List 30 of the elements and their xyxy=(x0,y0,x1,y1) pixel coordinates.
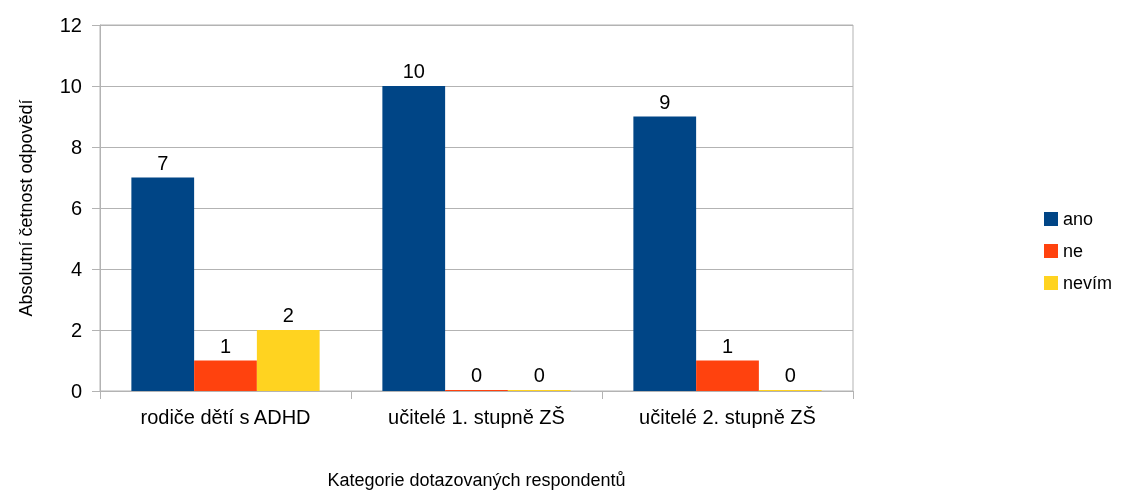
data-label: 0 xyxy=(533,364,545,386)
bar xyxy=(382,86,446,391)
data-label: 1 xyxy=(219,334,232,357)
y-tick-label: 12 xyxy=(59,14,82,36)
bar xyxy=(194,360,257,391)
bar xyxy=(633,116,697,391)
x-tick-label: rodiče dětí s ADHD xyxy=(140,406,311,428)
bar xyxy=(256,330,320,391)
y-tick-label: 10 xyxy=(59,75,82,97)
data-label: 1 xyxy=(721,334,734,357)
y-tick-label: 6 xyxy=(70,197,82,219)
data-label: 0 xyxy=(784,364,796,386)
bar xyxy=(131,177,195,391)
x-tick-label: učitelé 2. stupně ZŠ xyxy=(639,406,816,428)
y-axis-title: Absolutní četnost odpovědí xyxy=(16,99,36,317)
y-tick-label: 0 xyxy=(70,380,82,402)
data-label: 0 xyxy=(470,364,483,386)
y-tick-label: 8 xyxy=(70,136,82,158)
legend-label: ne xyxy=(1062,241,1084,261)
x-tick-label: učitelé 1. stupně ZŠ xyxy=(388,406,565,428)
data-label: 10 xyxy=(402,60,425,82)
bar xyxy=(696,360,759,391)
legend-label: ano xyxy=(1062,209,1094,229)
y-tick-label: 4 xyxy=(70,258,82,280)
data-label: 7 xyxy=(157,151,169,174)
data-label: 2 xyxy=(282,304,294,326)
y-tick-label: 2 xyxy=(70,319,82,341)
x-axis-title: Kategorie dotazovaných respondentů xyxy=(327,470,626,490)
data-label: 9 xyxy=(659,90,671,113)
legend-label: nevím xyxy=(1062,273,1113,293)
